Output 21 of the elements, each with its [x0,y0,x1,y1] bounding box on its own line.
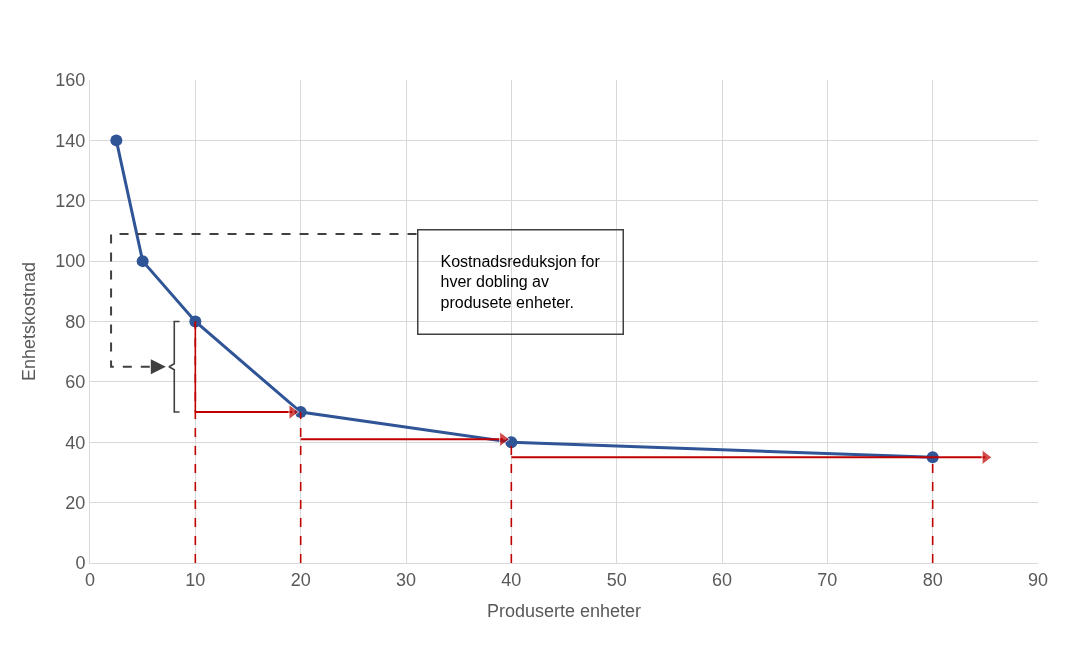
x-tick-label: 10 [185,569,206,590]
y-tick-label: 80 [65,311,86,332]
x-tick-label: 30 [395,569,417,590]
x-axis-title: Produserte enheter [486,600,642,621]
y-tick-label: 100 [55,251,86,272]
y-tick-label: 60 [65,372,86,393]
x-tick-label: 60 [711,569,733,590]
x-tick-label: 50 [606,569,627,590]
annotation: Kostnadsreduksjon for hver dobling av produsete enheter. [440,252,601,312]
x-tick-label: 20 [290,569,311,590]
y-axis-title: Enhetskostnad [18,261,39,382]
y-tick-label: 20 [65,492,86,513]
x-tick-label: 40 [501,569,522,590]
y-tick-label: 160 [55,70,86,91]
x-tick-label: 90 [1027,569,1049,590]
y-tick-label: 120 [55,191,86,212]
y-tick-label: 140 [55,130,86,151]
y-tick-label: 0 [75,553,86,574]
x-tick-label: 70 [817,569,838,590]
x-tick-label: 80 [922,569,943,590]
y-tick-label: 40 [65,432,86,453]
